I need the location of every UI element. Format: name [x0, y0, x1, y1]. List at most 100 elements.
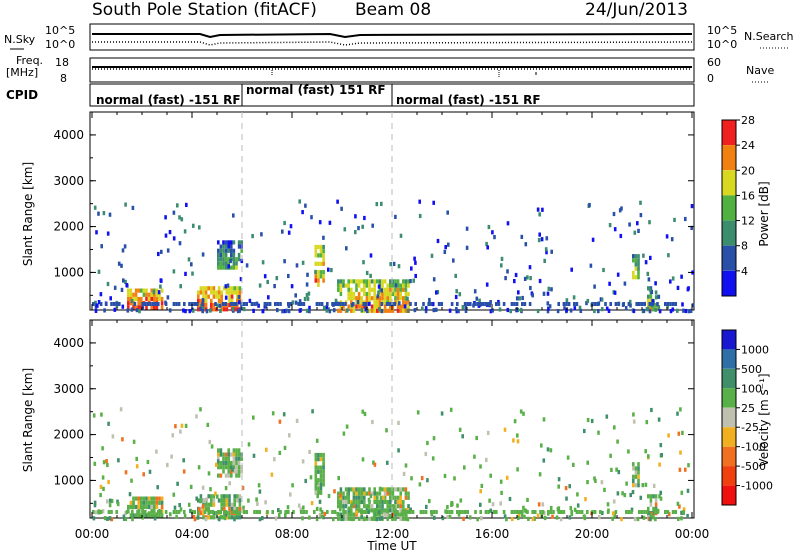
- scatter-cell: [204, 303, 208, 308]
- scatter-cell: [314, 490, 318, 495]
- scatter-cell: [676, 308, 679, 313]
- nsearch-tick-top: 10^5: [707, 24, 737, 37]
- scatter-cell: [370, 308, 374, 313]
- scatter-cell: [210, 290, 213, 295]
- scatter-cell: [356, 300, 360, 305]
- x-tick-label: 16:00: [475, 527, 510, 541]
- scatter-cell: [368, 516, 371, 521]
- scatter-cell: [391, 291, 395, 297]
- scatter-cell: [339, 499, 343, 505]
- scatter-cell: [158, 496, 161, 501]
- scatter-cell: [514, 272, 518, 278]
- scatter-cell: [217, 517, 221, 522]
- scatter-cell: [526, 275, 529, 280]
- scatter-cell: [502, 510, 506, 514]
- scatter-cell: [457, 512, 461, 517]
- scatter-cell: [179, 507, 183, 512]
- colorbar-tick-label: 25: [741, 402, 755, 415]
- scatter-cell: [352, 491, 356, 496]
- scatter-cell: [120, 287, 124, 292]
- scatter-cell: [180, 217, 184, 222]
- scatter-cell: [158, 513, 161, 518]
- scatter-cell: [273, 457, 276, 462]
- scatter-cell: [461, 434, 464, 439]
- scatter-cell: [232, 248, 236, 253]
- scatter-cell: [184, 271, 187, 276]
- scatter-cell: [216, 459, 220, 464]
- scatter-cell: [230, 294, 234, 299]
- scatter-cell: [647, 298, 650, 303]
- scatter-cell: [298, 199, 301, 204]
- scatter-cell: [456, 503, 459, 508]
- scatter-cell: [654, 502, 658, 507]
- scatter-cell: [257, 303, 260, 308]
- scatter-cell: [172, 269, 176, 274]
- scatter-cell: [399, 308, 402, 313]
- scatter-cell: [591, 237, 595, 242]
- scatter-cell: [315, 438, 319, 443]
- scatter-cell: [233, 290, 236, 295]
- scatter-cell: [315, 516, 319, 522]
- scatter-cell: [546, 447, 550, 452]
- freq-tick-bottom: 8: [60, 72, 67, 85]
- scatter-cell: [360, 287, 363, 292]
- scatter-cell: [370, 304, 374, 309]
- scatter-cell: [97, 300, 101, 305]
- scatter-cell: [201, 298, 205, 303]
- scatter-cell: [645, 307, 649, 312]
- scatter-cell: [348, 506, 351, 511]
- scatter-cell: [318, 302, 321, 306]
- x-tick-label: 12:00: [375, 527, 410, 541]
- scatter-cell: [432, 277, 436, 282]
- scatter-cell: [129, 513, 133, 518]
- scatter-cell: [339, 283, 343, 288]
- scatter-cell: [409, 510, 412, 514]
- colorbar-tick-label: 16: [741, 189, 755, 202]
- scatter-cell: [500, 263, 503, 268]
- scatter-cell: [691, 303, 695, 308]
- scatter-cell: [202, 290, 205, 295]
- scatter-cell: [583, 428, 586, 434]
- scatter-cell: [383, 487, 387, 492]
- scatter-cell: [185, 202, 188, 207]
- scatter-cell: [682, 507, 686, 512]
- scatter-cell: [323, 511, 327, 517]
- scatter-cell: [344, 487, 348, 492]
- scatter-cell: [609, 302, 612, 306]
- scatter-cell: [394, 287, 397, 292]
- scatter-cell: [319, 457, 323, 462]
- scatter-cell: [283, 259, 286, 264]
- scatter-cell: [547, 306, 550, 311]
- colorbar-swatch: [722, 270, 736, 296]
- scatter-cell: [347, 512, 350, 517]
- scatter-cell: [237, 456, 241, 461]
- scatter-cell: [215, 290, 218, 295]
- scatter-cell: [606, 510, 610, 514]
- scatter-cell: [432, 436, 436, 441]
- scatter-cell: [236, 498, 239, 503]
- scatter-cell: [351, 517, 354, 522]
- scatter-cell: [402, 300, 405, 305]
- scatter-cell: [151, 302, 155, 306]
- scatter-cell: [549, 505, 553, 511]
- scatter-cell: [350, 308, 353, 313]
- scatter-cell: [299, 507, 303, 512]
- scatter-cell: [317, 482, 320, 487]
- scatter-cell: [406, 296, 409, 301]
- scatter-cell: [383, 495, 387, 500]
- scatter-cell: [413, 256, 416, 261]
- scatter-cell: [370, 287, 374, 292]
- scatter-cell: [371, 223, 374, 228]
- scatter-cell: [399, 504, 402, 509]
- scatter-cell: [604, 302, 607, 306]
- scatter-cell: [648, 220, 651, 225]
- scatter-cell: [378, 304, 382, 309]
- scatter-cell: [414, 260, 417, 265]
- scatter-cell: [659, 496, 663, 501]
- scatter-cell: [210, 298, 213, 303]
- scatter-cell: [684, 216, 687, 222]
- scatter-cell: [120, 263, 123, 268]
- scatter-cell: [129, 292, 133, 297]
- scatter-cell: [235, 460, 238, 466]
- scatter-cell: [158, 292, 161, 297]
